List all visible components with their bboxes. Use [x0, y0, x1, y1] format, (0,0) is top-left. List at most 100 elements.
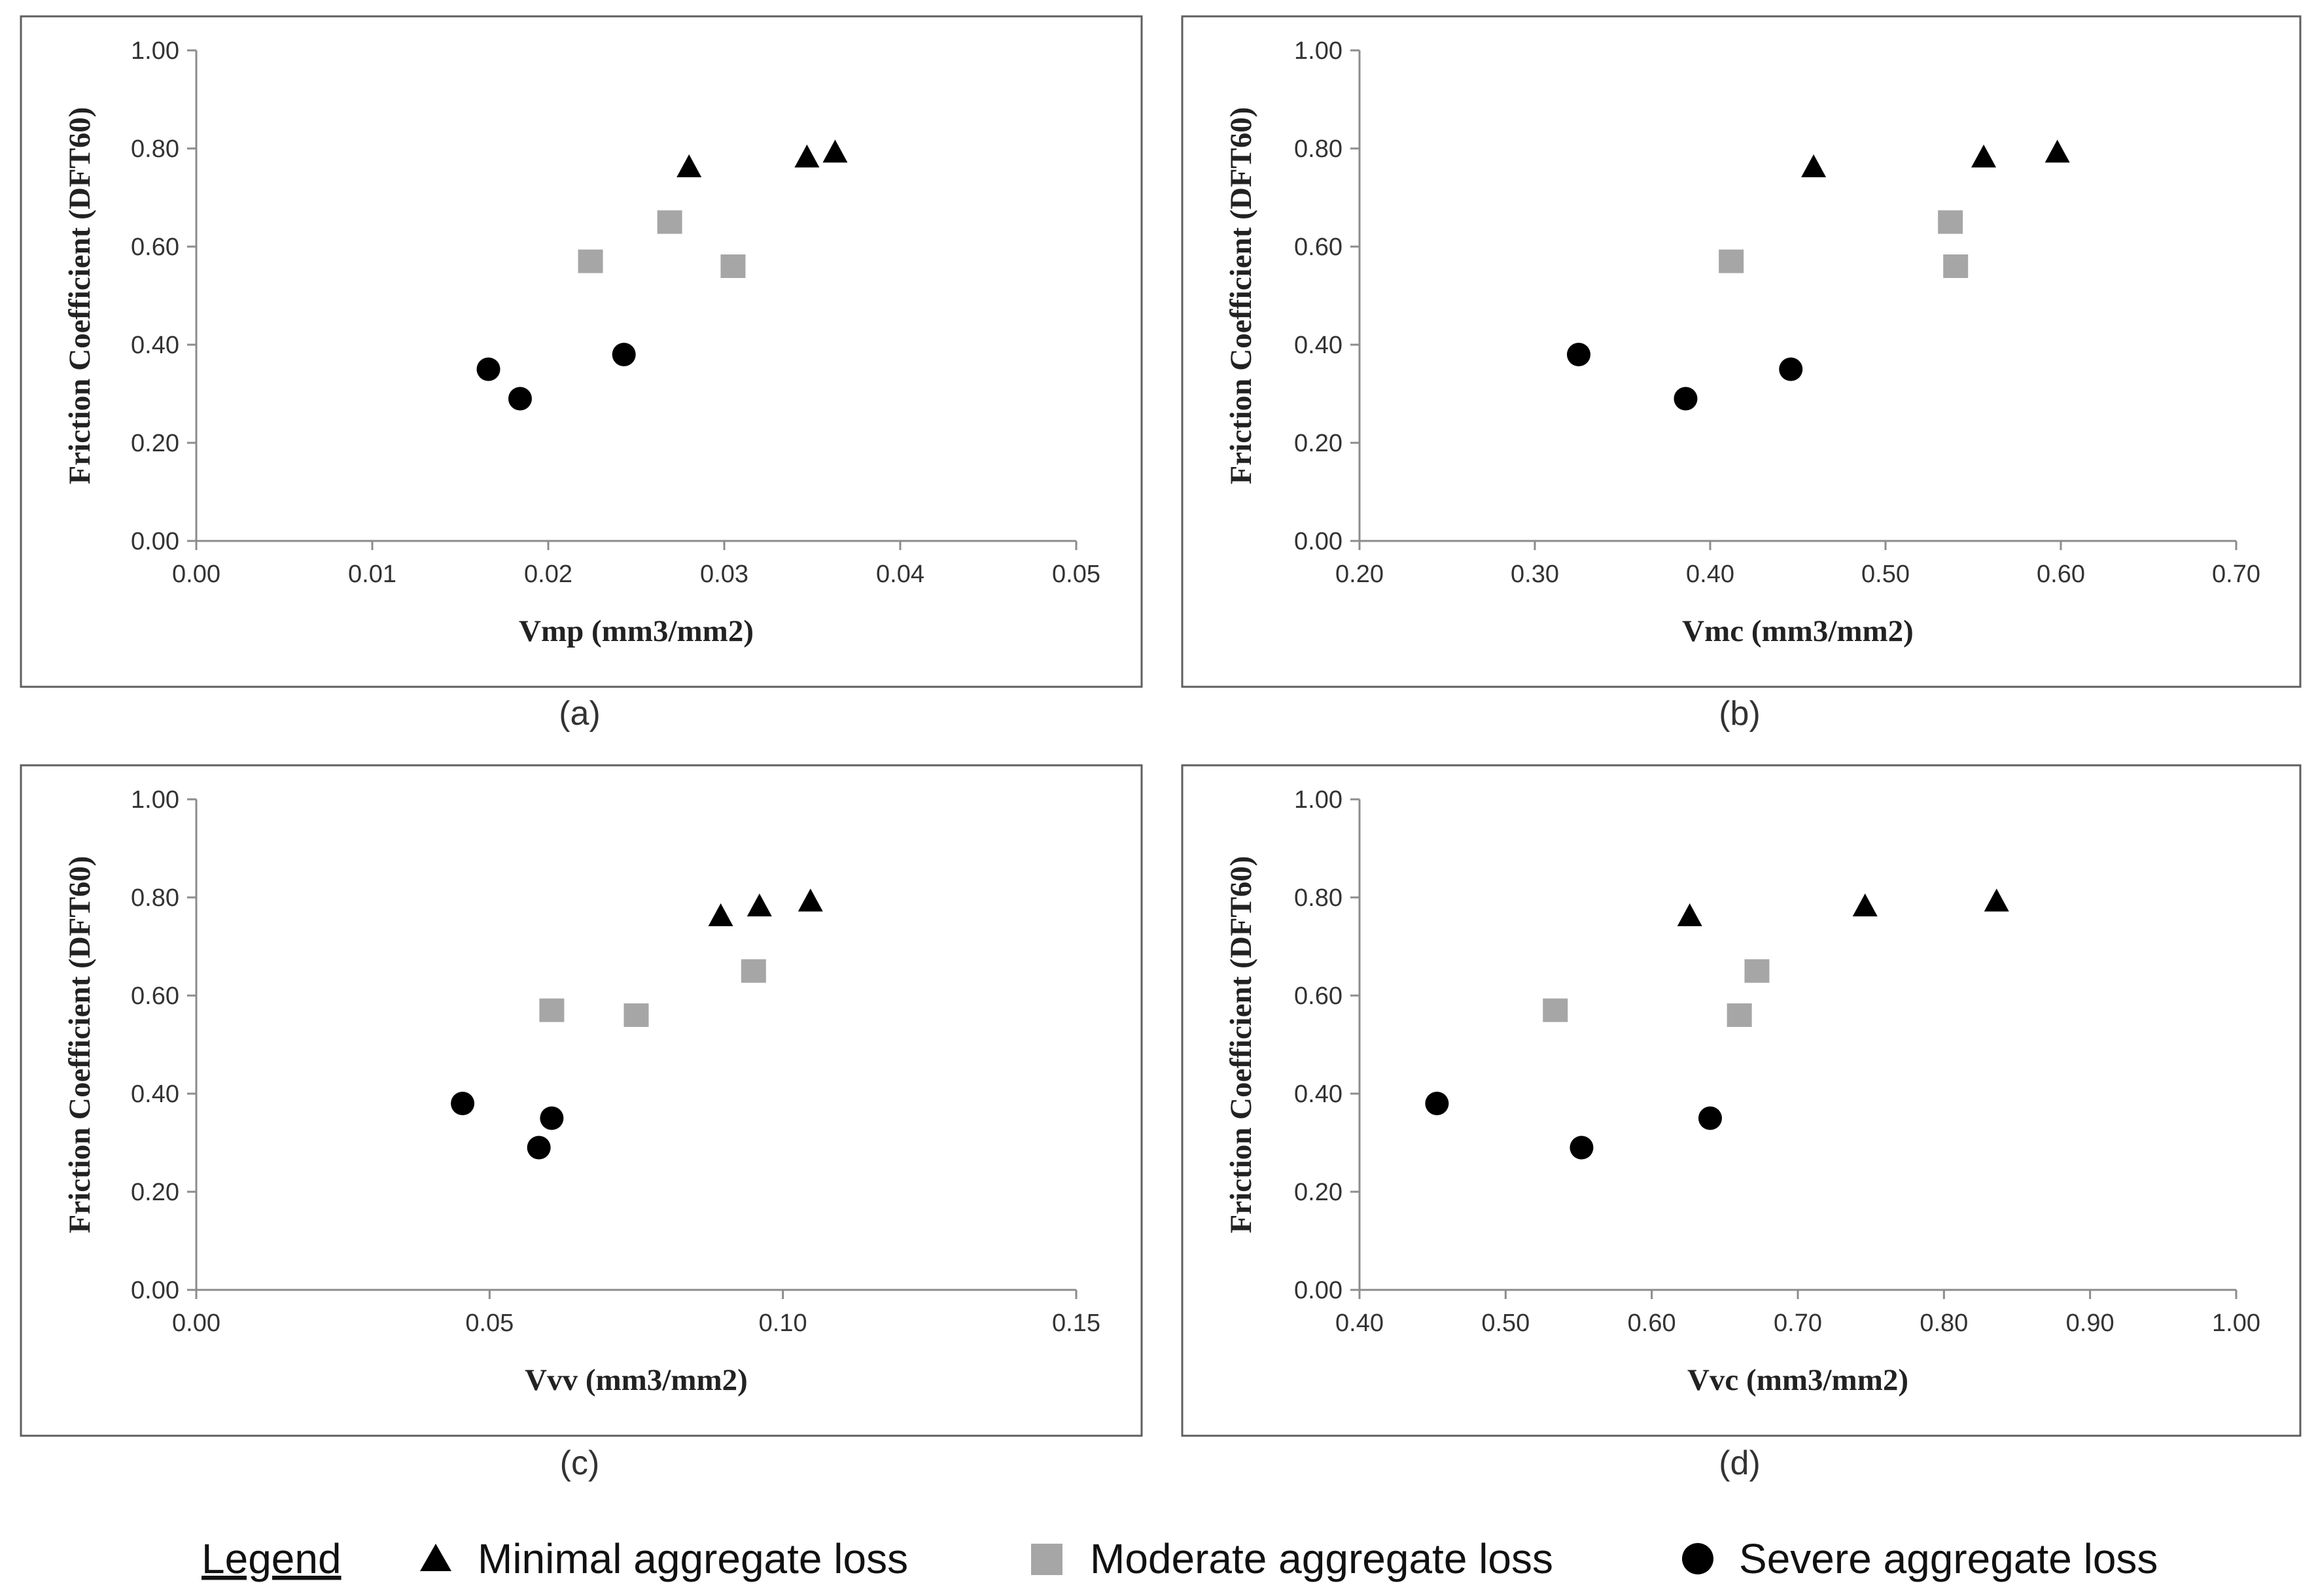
panel-frame — [1181, 15, 2302, 688]
x-tick-label: 0.20 — [1335, 561, 1384, 588]
data-point-circle — [612, 343, 636, 366]
x-tick-label: 0.50 — [1481, 1310, 1530, 1337]
panel-caption: (d) — [1719, 1444, 1761, 1482]
scatter-panel-c: 0.00 0.20 0.40 0.60 0.80 1.00 0.00 0.05 0.10 0.15… — [20, 764, 1143, 1437]
series-square — [1719, 210, 1969, 278]
series-square — [539, 959, 766, 1027]
y-tick-label: 0.60 — [131, 234, 179, 261]
data-point-circle — [508, 387, 532, 411]
data-point-circle — [476, 357, 500, 381]
data-point-triangle — [746, 893, 772, 916]
data-point-triangle — [1971, 145, 1997, 167]
data-point-circle — [1779, 357, 1803, 381]
series-triangle — [1677, 888, 2009, 926]
data-point-square — [1719, 249, 1744, 273]
scatter-panel-d: 0.00 0.20 0.40 0.60 0.80 1.00 0.40 0.50 0.60 0.70… — [1181, 764, 2302, 1437]
x-tick-label: 0.80 — [1920, 1310, 1968, 1337]
y-tick-label: 0.00 — [131, 1277, 179, 1304]
y-tick-label: 0.20 — [1294, 1179, 1342, 1206]
data-point-square — [720, 254, 746, 278]
data-point-triangle — [676, 154, 702, 177]
scatter-panel-b: 0.00 0.20 0.40 0.60 0.80 1.00 0.20 0.30 0.40 0.50… — [1181, 15, 2302, 688]
panel-caption: (b) — [1719, 695, 1761, 733]
y-tick-label: 0.80 — [131, 884, 179, 912]
series-circle — [1567, 343, 1803, 411]
y-tick-label: 0.40 — [131, 332, 179, 359]
legend-item-label: Moderate aggregate loss — [1090, 1535, 1553, 1582]
x-tick-label: 0.05 — [1052, 561, 1100, 588]
x-tick-label: 0.40 — [1686, 561, 1734, 588]
data-point-square — [1943, 254, 1969, 278]
series-square — [1543, 959, 1770, 1027]
x-tick-label: 0.90 — [2066, 1310, 2114, 1337]
series-circle — [476, 343, 636, 411]
y-tick-label: 1.00 — [1294, 37, 1342, 65]
y-axis-title: Friction Coefficient (DFT60) — [1224, 856, 1258, 1234]
y-tick-label: 0.40 — [1294, 332, 1342, 359]
y-tick-label: 0.20 — [131, 1179, 179, 1206]
data-point-square — [1543, 998, 1568, 1022]
data-point-circle — [1570, 1136, 1594, 1160]
data-point-square — [1938, 210, 1963, 234]
legend-item-square: Moderate aggregate loss — [1031, 1535, 1553, 1582]
x-axis-title: Vvv (mm3/mm2) — [525, 1363, 748, 1397]
panel-caption: (a) — [559, 695, 601, 733]
data-point-circle — [451, 1092, 475, 1115]
y-tick-label: 0.20 — [131, 430, 179, 457]
panel-frame — [20, 764, 1143, 1437]
data-point-circle — [527, 1136, 551, 1160]
legend-item-label: Severe aggregate loss — [1739, 1535, 2158, 1582]
x-tick-label: 0.70 — [1774, 1310, 1822, 1337]
series-square — [578, 210, 746, 278]
y-tick-label: 0.80 — [1294, 135, 1342, 163]
x-tick-label: 0.01 — [348, 561, 396, 588]
legend-item-label: Minimal aggregate loss — [478, 1535, 908, 1582]
y-tick-label: 0.40 — [1294, 1081, 1342, 1108]
data-point-triangle — [794, 145, 820, 167]
x-tick-label: 0.04 — [876, 561, 924, 588]
data-point-triangle — [798, 888, 823, 912]
y-tick-label: 1.00 — [131, 786, 179, 814]
data-point-circle — [1567, 343, 1590, 366]
y-tick-label: 1.00 — [1294, 786, 1342, 814]
x-tick-label: 0.60 — [1628, 1310, 1676, 1337]
y-axis-title: Friction Coefficient (DFT60) — [63, 107, 97, 485]
data-point-square — [539, 998, 565, 1022]
series-circle — [1425, 1092, 1722, 1160]
data-point-circle — [540, 1106, 564, 1130]
y-axis-title: Friction Coefficient (DFT60) — [1224, 107, 1258, 485]
x-tick-label: 0.05 — [465, 1310, 514, 1337]
x-tick-label: 1.00 — [2212, 1310, 2260, 1337]
legend: Legend Minimal aggregate loss Moderate agg… — [202, 1535, 2158, 1582]
x-tick-label: 0.15 — [1052, 1310, 1100, 1337]
y-tick-label: 0.60 — [1294, 234, 1342, 261]
data-point-triangle — [2044, 139, 2070, 163]
series-triangle — [1801, 139, 2070, 177]
data-point-square — [741, 959, 766, 983]
series-triangle — [676, 139, 848, 177]
data-point-triangle — [1677, 903, 1702, 926]
scatter-panel-a: 0.00 0.20 0.40 0.60 0.80 1.00 0.00 0.01 0.02 0.03… — [20, 15, 1143, 688]
x-tick-label: 0.02 — [524, 561, 572, 588]
y-tick-label: 0.00 — [1294, 1277, 1342, 1304]
x-tick-label: 0.70 — [2212, 561, 2260, 588]
y-axis-title: Friction Coefficient (DFT60) — [63, 856, 97, 1234]
x-axis-title: Vmc (mm3/mm2) — [1682, 614, 1914, 648]
data-point-triangle — [822, 139, 848, 163]
data-point-triangle — [708, 903, 733, 926]
panel-frame — [1181, 764, 2302, 1437]
y-tick-label: 0.40 — [131, 1081, 179, 1108]
x-tick-label: 0.60 — [2037, 561, 2085, 588]
x-axis-title: Vvc (mm3/mm2) — [1687, 1363, 1908, 1397]
panel-frame — [20, 15, 1143, 688]
data-point-square — [578, 249, 603, 273]
y-tick-label: 0.00 — [131, 528, 179, 555]
x-tick-label: 0.03 — [700, 561, 748, 588]
y-tick-label: 1.00 — [131, 37, 179, 65]
data-point-square — [623, 1003, 649, 1027]
x-tick-label: 0.30 — [1511, 561, 1559, 588]
data-point-triangle — [1984, 888, 2009, 912]
x-tick-label: 0.40 — [1335, 1310, 1384, 1337]
x-tick-label: 0.00 — [172, 561, 220, 588]
